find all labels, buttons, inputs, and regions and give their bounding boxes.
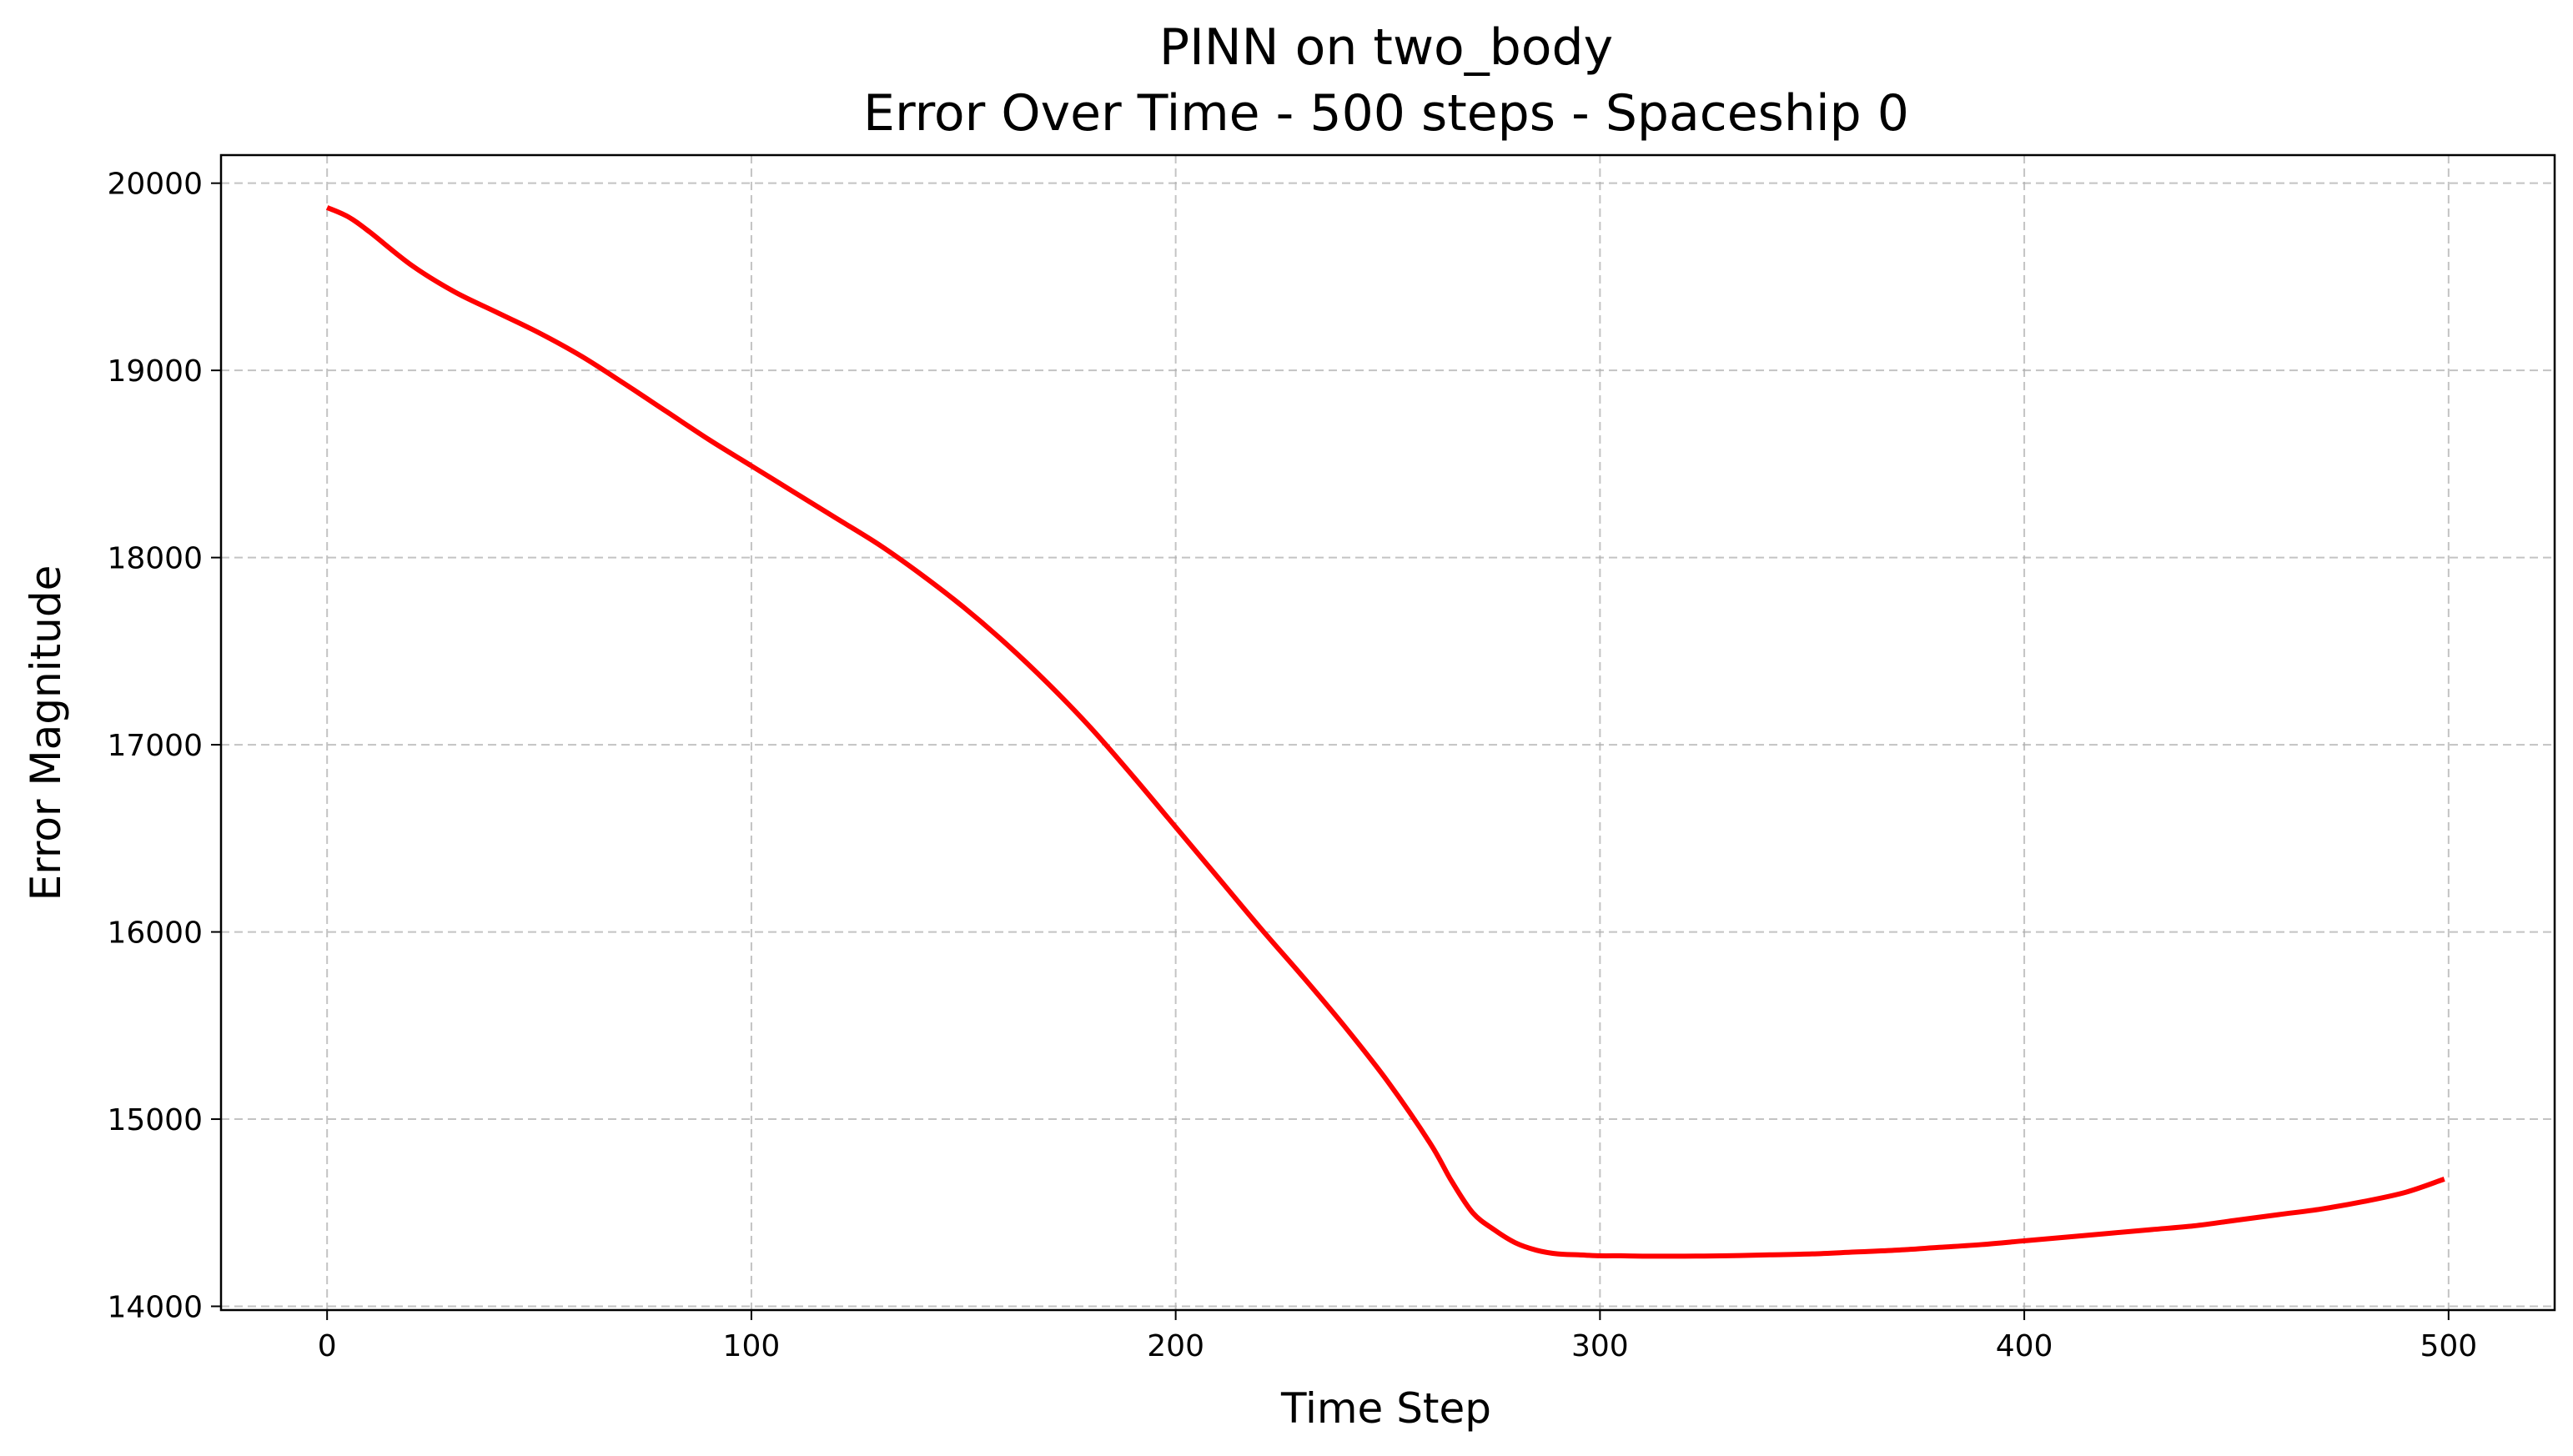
x-axis-label: Time Step <box>1280 1384 1491 1433</box>
y-tick-label: 17000 <box>107 729 203 763</box>
x-tick-label: 400 <box>1996 1329 2053 1363</box>
error-line <box>325 205 2445 1259</box>
axis-ticks: 0 100 200 300 400 500 14000 15000 16000 17000 1800… <box>107 168 2477 1363</box>
y-tick-label: 18000 <box>107 542 203 576</box>
chart-title: PINN on two_body <box>1159 18 1613 77</box>
x-tick-label: 100 <box>723 1329 781 1363</box>
series-layer <box>325 205 2445 1259</box>
y-tick-label: 19000 <box>107 354 203 389</box>
x-tick-label: 200 <box>1147 1329 1204 1363</box>
y-tick-label: 16000 <box>107 916 203 951</box>
chart-subtitle: Error Over Time - 500 steps - Spaceship … <box>863 84 1909 143</box>
x-tick-label: 500 <box>2420 1329 2477 1363</box>
x-tick-label: 300 <box>1571 1329 1629 1363</box>
grid-lines <box>221 155 2555 1310</box>
y-tick-label: 20000 <box>107 168 203 202</box>
y-tick-label: 14000 <box>107 1291 203 1325</box>
plot-frame <box>219 153 2556 1312</box>
y-axis-label: Error Magnitude <box>22 565 70 901</box>
y-tick-label: 15000 <box>107 1103 203 1137</box>
x-tick-label: 0 <box>318 1329 337 1363</box>
